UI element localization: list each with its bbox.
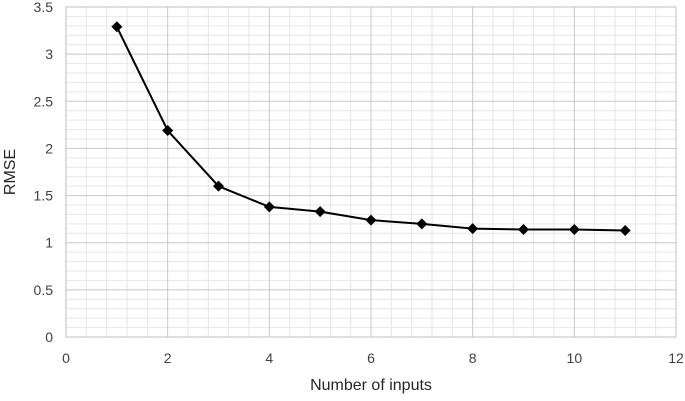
y-tick-label: 3 <box>45 46 53 62</box>
y-tick-label: 2.5 <box>34 93 54 109</box>
x-tick-label: 8 <box>469 350 477 366</box>
x-tick-label: 12 <box>668 350 684 366</box>
y-tick-label: 3.5 <box>34 0 54 15</box>
y-axis-title: RMSE <box>2 149 19 195</box>
y-tick-label: 0.5 <box>34 282 54 298</box>
data-point-marker <box>619 224 631 236</box>
data-point-marker <box>314 206 326 218</box>
data-point-marker <box>518 224 529 236</box>
y-tick-label: 1.5 <box>34 188 54 204</box>
series-rmse <box>111 21 631 236</box>
data-point-marker <box>568 224 580 236</box>
data-point-marker <box>111 21 123 33</box>
tick-labels: 0 2 4 6 8 10 12 0 0.5 1 1.5 2 2.5 3 3.5 <box>34 0 684 366</box>
y-tick-label: 2 <box>45 140 53 156</box>
data-point-marker <box>416 218 428 230</box>
data-point-marker <box>213 180 224 192</box>
x-tick-label: 6 <box>367 350 375 366</box>
plot-frame <box>65 6 677 338</box>
x-tick-label: 0 <box>62 350 70 366</box>
x-tick-label: 4 <box>265 350 273 366</box>
y-tick-label: 0 <box>45 329 53 345</box>
data-point-marker <box>467 223 479 235</box>
data-point-marker <box>162 125 174 137</box>
grid <box>65 6 677 338</box>
x-tick-label: 10 <box>567 350 583 366</box>
data-point-marker <box>263 201 275 213</box>
data-point-marker <box>365 214 377 226</box>
y-tick-label: 1 <box>45 235 53 251</box>
x-tick-label: 2 <box>164 350 172 366</box>
x-axis-title: Number of inputs <box>310 377 432 394</box>
